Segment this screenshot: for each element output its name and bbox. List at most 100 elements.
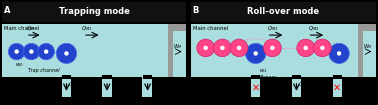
Circle shape bbox=[237, 46, 241, 50]
FancyBboxPatch shape bbox=[251, 70, 260, 97]
Text: $W_M$: $W_M$ bbox=[363, 42, 373, 51]
FancyBboxPatch shape bbox=[62, 75, 71, 79]
FancyBboxPatch shape bbox=[113, 72, 142, 97]
FancyBboxPatch shape bbox=[191, 72, 250, 97]
Circle shape bbox=[29, 49, 34, 54]
FancyBboxPatch shape bbox=[2, 97, 186, 103]
FancyBboxPatch shape bbox=[358, 24, 363, 77]
FancyBboxPatch shape bbox=[358, 24, 376, 31]
FancyBboxPatch shape bbox=[168, 24, 174, 77]
FancyBboxPatch shape bbox=[292, 70, 301, 97]
FancyBboxPatch shape bbox=[333, 70, 342, 97]
Circle shape bbox=[304, 46, 308, 50]
Circle shape bbox=[320, 46, 325, 50]
Text: $Q_B$: $Q_B$ bbox=[298, 81, 307, 89]
FancyBboxPatch shape bbox=[168, 24, 186, 31]
FancyBboxPatch shape bbox=[168, 24, 174, 77]
FancyBboxPatch shape bbox=[143, 72, 152, 97]
FancyBboxPatch shape bbox=[292, 75, 301, 79]
FancyBboxPatch shape bbox=[302, 72, 332, 97]
Text: $w_1$: $w_1$ bbox=[259, 67, 268, 75]
Circle shape bbox=[64, 51, 69, 56]
Circle shape bbox=[337, 51, 341, 56]
FancyBboxPatch shape bbox=[358, 24, 363, 77]
FancyBboxPatch shape bbox=[102, 72, 112, 78]
FancyBboxPatch shape bbox=[251, 75, 260, 79]
Circle shape bbox=[220, 46, 225, 50]
Text: $Q_M$: $Q_M$ bbox=[26, 25, 35, 33]
FancyBboxPatch shape bbox=[168, 24, 186, 30]
FancyBboxPatch shape bbox=[2, 2, 186, 22]
FancyBboxPatch shape bbox=[2, 72, 61, 97]
Text: Main channel: Main channel bbox=[4, 26, 39, 31]
FancyBboxPatch shape bbox=[102, 72, 112, 97]
FancyBboxPatch shape bbox=[62, 75, 71, 79]
FancyBboxPatch shape bbox=[72, 77, 103, 97]
Circle shape bbox=[297, 39, 314, 57]
FancyBboxPatch shape bbox=[292, 75, 301, 79]
Circle shape bbox=[246, 43, 266, 64]
FancyBboxPatch shape bbox=[251, 70, 260, 97]
Text: $Q_{M1}$: $Q_{M1}$ bbox=[267, 25, 278, 33]
Circle shape bbox=[263, 39, 281, 57]
Text: ✕: ✕ bbox=[252, 82, 260, 92]
Circle shape bbox=[38, 43, 54, 60]
FancyBboxPatch shape bbox=[191, 2, 376, 22]
FancyBboxPatch shape bbox=[251, 75, 260, 79]
FancyBboxPatch shape bbox=[191, 24, 376, 77]
FancyBboxPatch shape bbox=[2, 77, 186, 103]
Circle shape bbox=[254, 51, 258, 56]
FancyBboxPatch shape bbox=[143, 75, 152, 79]
Circle shape bbox=[203, 46, 208, 50]
Circle shape bbox=[270, 46, 274, 50]
Text: $w_0$: $w_0$ bbox=[15, 61, 23, 69]
Circle shape bbox=[230, 39, 248, 57]
Text: Trapping mode: Trapping mode bbox=[59, 7, 130, 16]
FancyBboxPatch shape bbox=[333, 75, 342, 79]
FancyBboxPatch shape bbox=[191, 2, 376, 103]
Text: $Q_{M2}$: $Q_{M2}$ bbox=[308, 25, 319, 33]
Circle shape bbox=[313, 39, 331, 57]
FancyBboxPatch shape bbox=[2, 2, 186, 103]
Text: Roll-over mode: Roll-over mode bbox=[248, 7, 319, 16]
FancyBboxPatch shape bbox=[292, 70, 301, 97]
Circle shape bbox=[329, 43, 349, 64]
FancyBboxPatch shape bbox=[143, 72, 152, 78]
FancyBboxPatch shape bbox=[143, 75, 152, 79]
Text: $Q_{M1}$: $Q_{M1}$ bbox=[81, 25, 93, 33]
FancyBboxPatch shape bbox=[191, 97, 376, 103]
Circle shape bbox=[8, 43, 25, 60]
FancyBboxPatch shape bbox=[102, 75, 112, 79]
FancyBboxPatch shape bbox=[79, 75, 149, 103]
FancyBboxPatch shape bbox=[2, 24, 186, 77]
FancyBboxPatch shape bbox=[72, 72, 102, 97]
Circle shape bbox=[56, 43, 77, 64]
FancyBboxPatch shape bbox=[333, 70, 342, 97]
FancyBboxPatch shape bbox=[102, 70, 112, 97]
FancyBboxPatch shape bbox=[62, 72, 71, 78]
Text: B: B bbox=[193, 6, 199, 15]
Text: Trap channel: Trap channel bbox=[28, 68, 59, 73]
Text: $Q_T$: $Q_T$ bbox=[68, 81, 77, 89]
Text: A: A bbox=[4, 6, 10, 15]
FancyBboxPatch shape bbox=[113, 77, 144, 97]
FancyBboxPatch shape bbox=[191, 24, 376, 77]
FancyBboxPatch shape bbox=[343, 72, 376, 97]
FancyBboxPatch shape bbox=[261, 72, 291, 97]
FancyBboxPatch shape bbox=[62, 72, 71, 97]
Text: Main channel: Main channel bbox=[193, 26, 228, 31]
Circle shape bbox=[23, 43, 40, 60]
FancyBboxPatch shape bbox=[2, 24, 186, 77]
FancyBboxPatch shape bbox=[62, 70, 71, 97]
FancyBboxPatch shape bbox=[153, 72, 186, 97]
Text: ✕: ✕ bbox=[333, 82, 341, 92]
FancyBboxPatch shape bbox=[191, 77, 376, 103]
Circle shape bbox=[14, 49, 19, 54]
Text: $W_M$: $W_M$ bbox=[174, 42, 183, 51]
FancyBboxPatch shape bbox=[358, 24, 376, 31]
FancyBboxPatch shape bbox=[102, 75, 112, 79]
Text: Bypass: Bypass bbox=[259, 75, 277, 80]
Text: channel: channel bbox=[259, 82, 279, 87]
Circle shape bbox=[44, 49, 48, 54]
Circle shape bbox=[214, 39, 231, 57]
